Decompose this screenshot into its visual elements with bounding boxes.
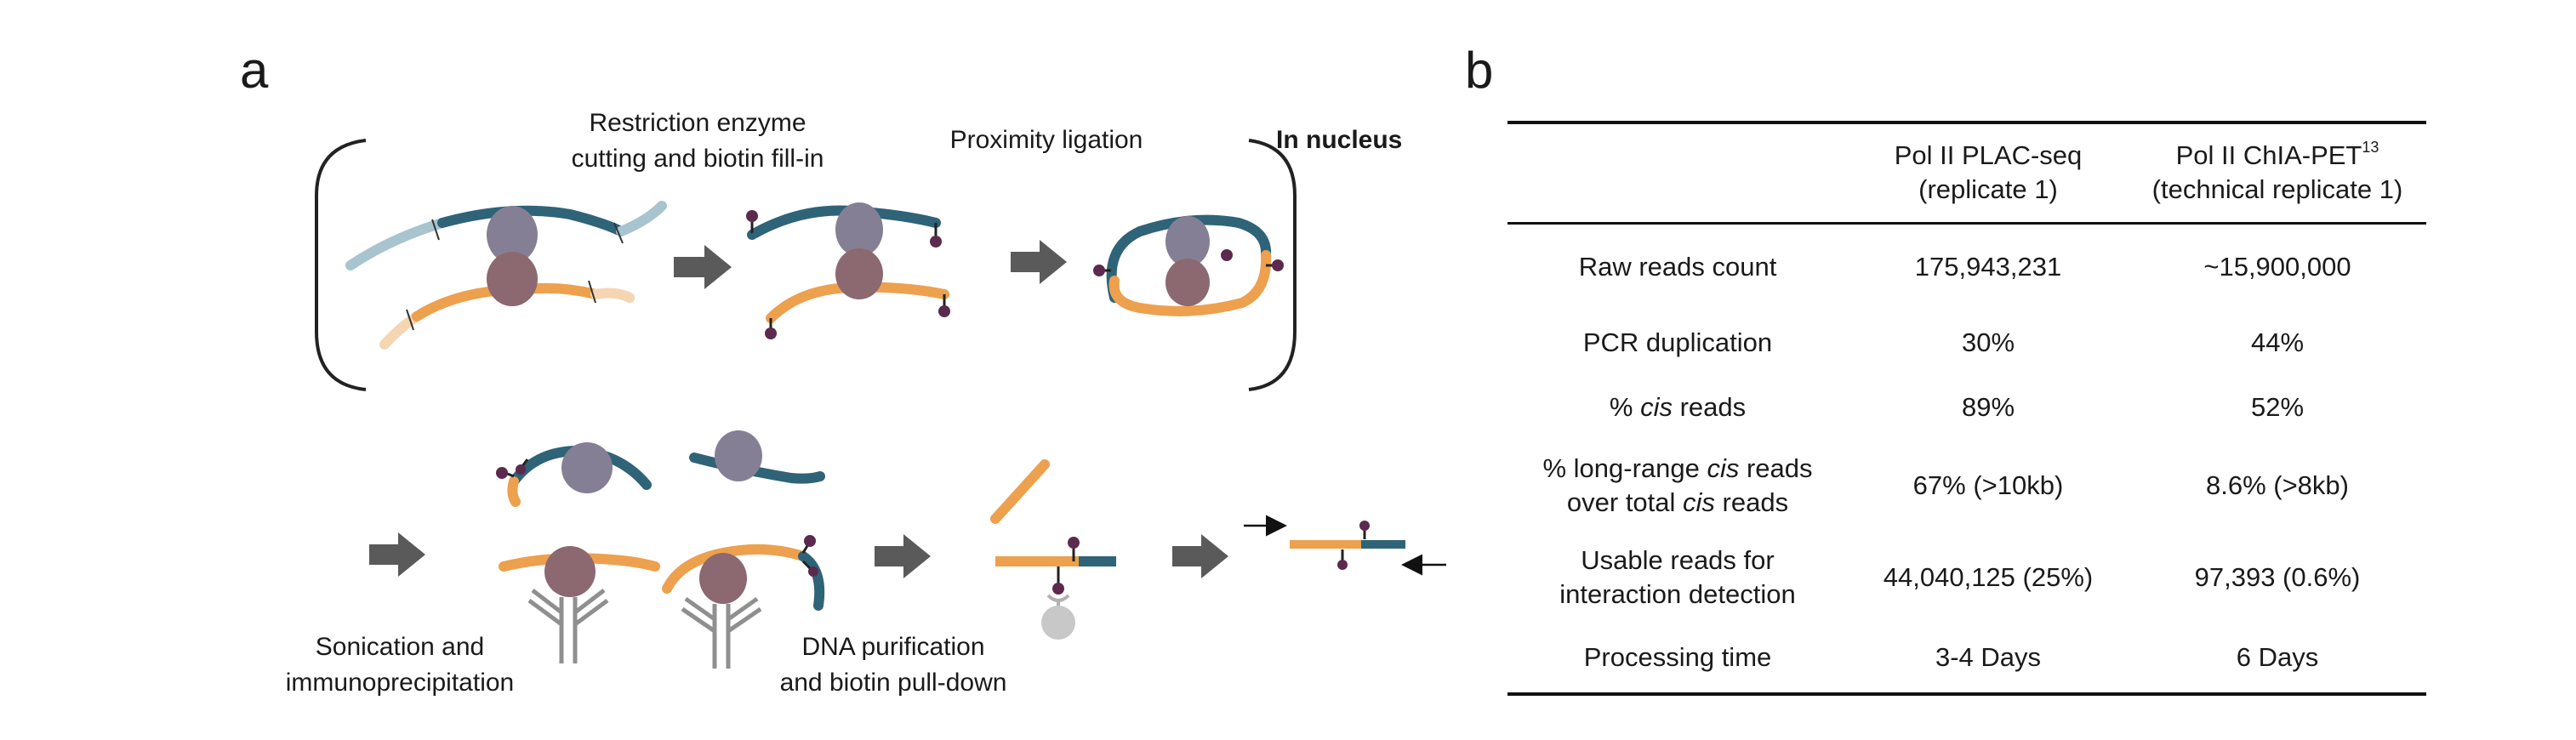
process-arrow-4 (875, 534, 931, 578)
plac-value: 44,040,125 (25%) (1883, 562, 2094, 592)
purified-fragment (990, 459, 1116, 640)
chia-value: 52% (2250, 392, 2305, 422)
sonication-step-label: Sonication and immunoprecipitation (255, 629, 544, 701)
table-row: % long-range cis reads over total cis re… (1507, 439, 2426, 532)
plac-value: 67% (>10kb) (1912, 470, 2064, 500)
chia-value: ~15,900,000 (2203, 251, 2351, 282)
sequencing-read-pair (1244, 515, 1446, 576)
plac-seq-schematic (315, 139, 1446, 669)
table-row: Raw reads count 175,943,231 ~15,900,000 (1507, 223, 2426, 310)
pol2-lower-subunit-3 (1165, 259, 1210, 306)
header-plac-seq: Pol II PLAC-seq (replicate 1) (1848, 122, 2129, 223)
nucleus-bracket-right (1248, 139, 1297, 391)
table-header-row: Pol II PLAC-seq (replicate 1) Pol II ChI… (1507, 122, 2426, 223)
fragment-blue-plain (689, 430, 825, 484)
stats-table: Pol II PLAC-seq (replicate 1) Pol II ChI… (1507, 121, 2426, 696)
restriction-label-line1: Restriction enzyme (589, 109, 806, 137)
pol2-upper-subunit-3 (1165, 216, 1210, 267)
sonication-label-line2: immunoprecipitation (285, 669, 515, 697)
purification-label-line1: DNA purification (801, 633, 985, 661)
row-label: Usable reads for interaction detection (1559, 545, 1796, 609)
header-chia-line2: (technical replicate 1) (2151, 174, 2403, 205)
header-plac-line2: (replicate 1) (1918, 174, 2058, 205)
streptavidin-bead (1041, 606, 1075, 640)
ligation-step-label: Proximity ligation (949, 126, 1143, 154)
plac-value: 3-4 Days (1935, 642, 2042, 672)
row-label: % cis reads (1609, 392, 1747, 422)
process-arrow-5 (1172, 534, 1228, 578)
table-row: Usable reads for interaction detection 4… (1507, 532, 2426, 623)
chia-value: 97,393 (0.6%) (2194, 562, 2361, 592)
process-arrow-1 (674, 245, 732, 289)
in-nucleus-label: In nucleus (1276, 126, 1403, 154)
fragment-blue-with-biotin (496, 442, 652, 507)
header-plac-line1: Pol II PLAC-seq (1894, 140, 2083, 171)
pol2-upper-subunit (487, 206, 538, 264)
plac-value: 30% (1961, 327, 2015, 357)
biotin-labels-step2 (746, 210, 950, 339)
row-label: % long-range cis reads over total cis re… (1542, 453, 1813, 517)
chia-value: 6 Days (2236, 642, 2319, 672)
sonication-label-line1: Sonication and (315, 633, 485, 661)
process-arrow-3 (369, 532, 425, 577)
chia-value: 8.6% (>8kb) (2205, 470, 2349, 500)
pol2-lower-subunit (487, 252, 538, 306)
header-chia-pet: Pol II ChIA-PET13 (technical replicate 1… (2129, 122, 2426, 223)
table-row: PCR duplication 30% 44% (1507, 310, 2426, 376)
row-label: Raw reads count (1578, 251, 1777, 282)
restriction-step-label: Restriction enzyme cutting and biotin fi… (527, 105, 868, 177)
process-arrow-2 (1011, 240, 1067, 284)
antibody-2 (681, 596, 762, 669)
purification-label-line2: and biotin pull-down (779, 669, 1007, 697)
plac-value: 175,943,231 (1914, 251, 2062, 282)
fragment-orange-blue-ip (662, 535, 825, 611)
row-label: PCR duplication (1582, 327, 1773, 357)
table-row: Processing time 3-4 Days 6 Days (1507, 623, 2426, 694)
row-label: Processing time (1583, 642, 1772, 672)
chia-value: 44% (2250, 327, 2305, 357)
purification-step-label: DNA purification and biotin pull-down (749, 629, 1038, 701)
pol2-upper-subunit-2 (835, 202, 883, 257)
nucleus-bracket-left (315, 139, 367, 391)
pol2-lower-subunit-2 (835, 248, 883, 299)
header-chia-line1: Pol II ChIA-PET13 (2175, 139, 2379, 171)
antibody-1 (527, 589, 609, 663)
panel-letter-a: a (240, 42, 269, 99)
header-empty (1507, 122, 1848, 223)
fragment-orange-ip (499, 546, 660, 597)
table-row: % cis reads 89% 52% (1507, 376, 2426, 439)
citation-superscript: 13 (2362, 139, 2379, 157)
panel-letter-b: b (1465, 42, 1494, 99)
biotin-labels-step3 (1093, 249, 1284, 276)
plac-value: 89% (1961, 392, 2015, 422)
restriction-label-line2: cutting and biotin fill-in (571, 145, 824, 173)
